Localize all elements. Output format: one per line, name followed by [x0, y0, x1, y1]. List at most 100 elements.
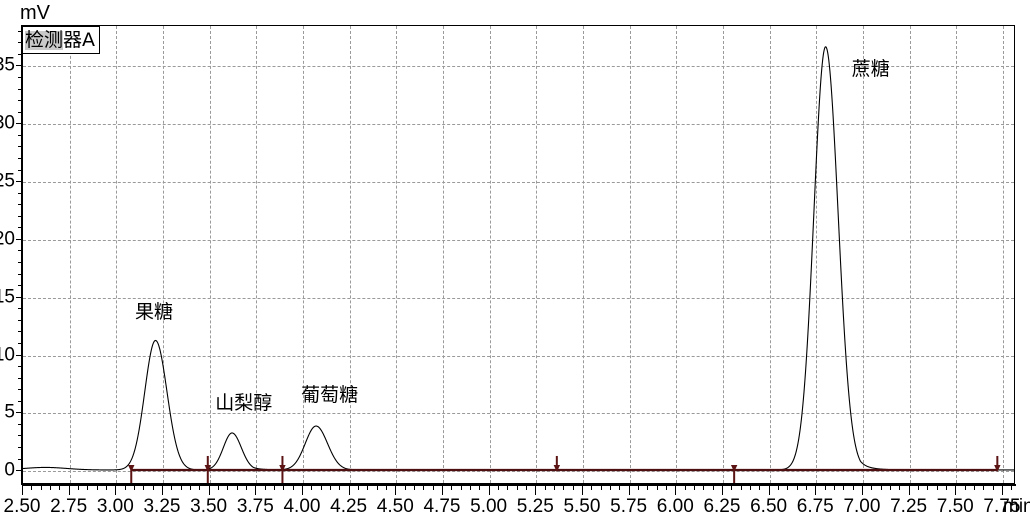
integration-marker[interactable]	[553, 455, 561, 472]
x-axis-minor-tick	[199, 484, 201, 490]
x-axis-minor-tick	[357, 484, 359, 490]
x-axis-minor-tick	[563, 484, 565, 490]
y-axis-minor-tick	[18, 30, 22, 32]
gridline-vertical	[162, 26, 164, 483]
x-axis-tick	[581, 484, 583, 495]
y-axis-tick-label: 5	[4, 401, 15, 423]
x-axis-minor-tick	[451, 484, 453, 490]
x-axis-minor-tick	[833, 484, 835, 490]
x-axis-minor-tick	[852, 484, 854, 490]
x-axis-minor-tick	[759, 484, 761, 490]
x-axis-labels: 2.50 2.75 3.00 3.25 3.50 3.75 4.00 4.25 4.50 4.75…	[0, 496, 1030, 526]
x-axis-minor-tick	[40, 484, 42, 490]
x-axis-minor-tick	[647, 484, 649, 490]
detector-title-box[interactable]: 检测 器A	[22, 26, 101, 54]
x-axis-minor-tick	[927, 484, 929, 490]
y-axis: 0 5 10 15 20 25 30 35	[0, 25, 22, 484]
gridline-vertical	[629, 26, 631, 483]
gridline-horizontal	[23, 66, 1014, 68]
y-axis-minor-tick	[18, 169, 22, 171]
y-axis-minor-tick	[18, 42, 22, 44]
y-axis-unit-label: mV	[20, 2, 50, 24]
x-axis-minor-tick	[749, 484, 751, 490]
x-axis-ticks	[22, 484, 1015, 498]
detector-label-rest: 器A	[63, 28, 96, 51]
x-axis-tick	[115, 484, 117, 495]
y-axis-tick-label: 15	[0, 286, 15, 308]
x-axis-tick	[861, 484, 863, 495]
x-axis-minor-tick	[572, 484, 574, 490]
y-axis-minor-tick	[18, 331, 22, 333]
x-axis-tick	[348, 484, 350, 495]
integration-marker[interactable]	[730, 464, 738, 484]
gridline-vertical	[442, 26, 444, 483]
x-axis-minor-tick	[273, 484, 275, 490]
x-axis-minor-tick	[917, 484, 919, 490]
y-axis-minor-tick	[18, 77, 22, 79]
gridline-vertical	[69, 26, 71, 483]
gridline-vertical	[349, 26, 351, 483]
gridline-vertical	[256, 26, 258, 483]
x-axis-minor-tick	[824, 484, 826, 490]
y-axis-tick	[16, 354, 22, 356]
x-axis-tick-label: 5.25	[516, 496, 554, 517]
x-axis-tick-label: 6.25	[703, 496, 741, 517]
gridline-horizontal	[23, 239, 1014, 241]
x-axis-minor-tick	[152, 484, 154, 490]
x-axis-minor-tick	[339, 484, 341, 490]
x-axis-minor-tick	[311, 484, 313, 490]
x-axis-minor-tick	[143, 484, 145, 490]
gridline-horizontal	[23, 355, 1014, 357]
x-axis-tick-label: 4.75	[423, 496, 461, 517]
integration-marker[interactable]	[279, 455, 286, 484]
x-axis-tick-label: 6.50	[750, 496, 788, 517]
x-axis-minor-tick	[516, 484, 518, 490]
y-axis-minor-tick	[18, 308, 22, 310]
x-axis-minor-tick	[983, 484, 985, 490]
integration-marker[interactable]	[204, 455, 211, 484]
gridline-vertical	[1002, 26, 1004, 483]
x-axis-minor-tick	[712, 484, 714, 490]
x-axis-tick	[1001, 484, 1003, 495]
x-axis-minor-tick	[423, 484, 425, 490]
x-axis-minor-tick	[992, 484, 994, 490]
x-axis-tick-label: 3.25	[143, 496, 181, 517]
gridline-vertical	[396, 26, 398, 483]
plot-area[interactable]: 果糖 山梨醇 葡萄糖 蔗糖	[22, 25, 1015, 484]
x-axis-minor-tick	[787, 484, 789, 490]
y-axis-tick-label: 25	[0, 170, 15, 192]
x-axis-minor-tick	[525, 484, 527, 490]
y-axis-minor-tick	[18, 366, 22, 368]
y-axis-tick-label: 0	[4, 459, 15, 481]
x-axis-tick	[441, 484, 443, 495]
x-axis-minor-tick	[1011, 484, 1013, 490]
x-axis-minor-tick	[124, 484, 126, 490]
x-axis-tick	[675, 484, 677, 495]
gridline-vertical	[862, 26, 864, 483]
integration-marker[interactable]	[128, 464, 135, 484]
x-axis-minor-tick	[469, 484, 471, 490]
y-axis-minor-tick	[18, 146, 22, 148]
x-axis-minor-tick	[292, 484, 294, 490]
x-axis-minor-tick	[87, 484, 89, 490]
x-axis-minor-tick	[245, 484, 247, 490]
x-axis-minor-tick	[404, 484, 406, 490]
integration-marker[interactable]	[994, 455, 1001, 472]
x-axis-minor-tick	[796, 484, 798, 490]
x-axis-tick	[255, 484, 257, 495]
x-axis-minor-tick	[105, 484, 107, 490]
x-axis-tick-label: 2.75	[50, 496, 88, 517]
peak-label: 葡萄糖	[301, 383, 359, 406]
x-axis-tick-label: 4.25	[330, 496, 368, 517]
y-axis-minor-tick	[18, 192, 22, 194]
y-axis-minor-tick	[18, 134, 22, 136]
y-axis-tick-label: 20	[0, 228, 15, 250]
y-axis-tick	[16, 123, 22, 125]
gridline-vertical	[536, 26, 538, 483]
x-axis-minor-tick	[973, 484, 975, 490]
x-axis-minor-tick	[544, 484, 546, 490]
gridline-vertical	[909, 26, 911, 483]
y-axis-minor-tick	[18, 273, 22, 275]
gridline-vertical	[209, 26, 211, 483]
x-axis-minor-tick	[684, 484, 686, 490]
